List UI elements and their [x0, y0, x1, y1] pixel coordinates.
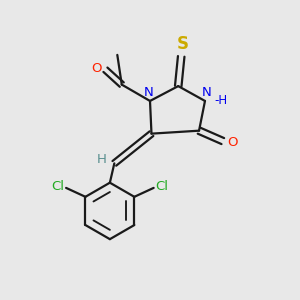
- Text: N: N: [144, 85, 153, 99]
- Text: H: H: [97, 153, 107, 166]
- Text: O: O: [227, 136, 238, 149]
- Text: Cl: Cl: [52, 180, 64, 193]
- Text: S: S: [176, 35, 188, 53]
- Text: O: O: [91, 62, 102, 75]
- Text: N: N: [202, 85, 211, 99]
- Text: -H: -H: [214, 94, 228, 106]
- Text: Cl: Cl: [155, 180, 168, 193]
